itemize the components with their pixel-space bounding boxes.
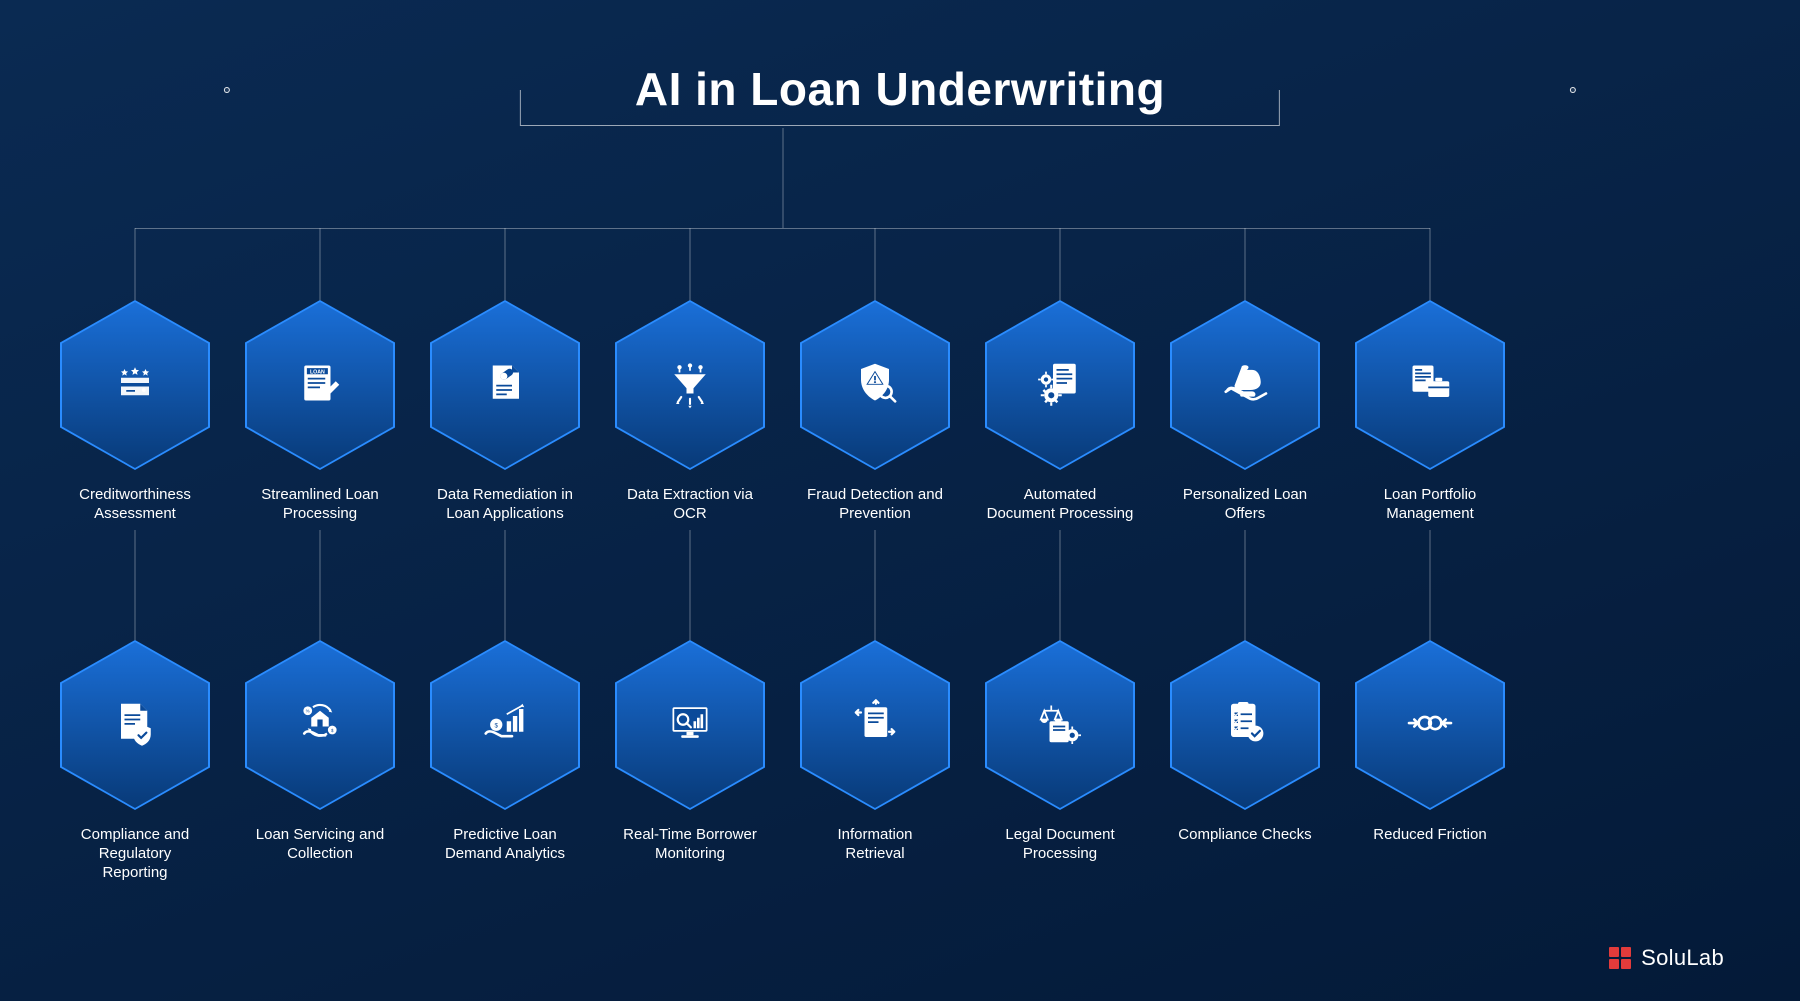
monitor-magnify-bars-icon	[662, 695, 718, 756]
row1-node-2: Data Remediation in Loan Applications	[430, 300, 580, 524]
hexagon	[985, 640, 1135, 810]
hexagon: LOAN	[245, 300, 395, 470]
connector-link-7	[1430, 530, 1431, 640]
svg-text:$: $	[495, 722, 499, 729]
briefcase-document-icon	[1402, 355, 1458, 416]
connector-link-3	[690, 530, 691, 640]
hexagon	[800, 300, 950, 470]
funnel-extract-icon	[662, 355, 718, 416]
hand-coin-chart-icon: $	[477, 695, 533, 756]
connector-link-2	[505, 530, 506, 640]
connector-trunk	[782, 128, 783, 228]
node-label: Loan Servicing and Collection	[256, 826, 384, 864]
row1-node-5: Automated Document Processing	[985, 300, 1135, 524]
node-label: Data Remediation in Loan Applications	[437, 486, 573, 524]
brand-name: SoluLab	[1641, 945, 1724, 971]
infographic-canvas: AI in Loan Underwriting Creditworthiness …	[0, 0, 1800, 1001]
connector-bus	[135, 228, 1430, 229]
row1-node-4: Fraud Detection and Prevention	[800, 300, 950, 524]
row2-node-2: $ Predictive Loan Demand Analytics	[430, 640, 580, 864]
row2-node-7: Reduced Friction	[1355, 640, 1505, 845]
hexagon	[615, 640, 765, 810]
connector-link-6	[1245, 530, 1246, 640]
row2-node-3: Real-Time Borrower Monitoring	[615, 640, 765, 864]
hand-house-cycle-icon: %$	[292, 695, 348, 756]
row2-node-0: Compliance and Regulatory Reporting	[60, 640, 210, 882]
hexagon	[615, 300, 765, 470]
node-label: Compliance Checks	[1178, 826, 1311, 845]
hexagon	[60, 640, 210, 810]
document-pill-icon	[477, 355, 533, 416]
document-gears-icon	[1032, 355, 1088, 416]
svg-text:LOAN: LOAN	[310, 369, 325, 375]
row1-node-3: Data Extraction via OCR	[615, 300, 765, 524]
node-label: Predictive Loan Demand Analytics	[445, 826, 565, 864]
node-label: Reduced Friction	[1373, 826, 1486, 845]
svg-text:%: %	[306, 708, 310, 713]
connector-drop-3	[690, 228, 691, 300]
node-label: Personalized Loan Offers	[1183, 486, 1307, 524]
row2-node-4: Information Retrieval	[800, 640, 950, 864]
node-label: Compliance and Regulatory Reporting	[81, 826, 189, 882]
row1-node-0: Creditworthiness Assessment	[60, 300, 210, 524]
node-label: Data Extraction via OCR	[627, 486, 753, 524]
node-label: Creditworthiness Assessment	[79, 486, 191, 524]
connector-link-1	[320, 530, 321, 640]
hand-money-bag-icon	[1217, 355, 1273, 416]
node-label: Loan Portfolio Management	[1384, 486, 1477, 524]
row2-node-5: Legal Document Processing	[985, 640, 1135, 864]
arrows-inward-link-icon	[1402, 695, 1458, 756]
node-label: Legal Document Processing	[1005, 826, 1114, 864]
row2-node-1: %$ Loan Servicing and Collection	[245, 640, 395, 864]
shield-alert-magnify-icon	[847, 355, 903, 416]
node-label: Information Retrieval	[837, 826, 912, 864]
title-bracket	[520, 90, 1280, 126]
hexagon	[1355, 300, 1505, 470]
hexagon: $	[430, 640, 580, 810]
connector-drop-0	[135, 228, 136, 300]
credit-card-stars-icon	[107, 355, 163, 416]
title-dot-right	[1570, 87, 1576, 93]
checklist-checkmark-icon	[1217, 695, 1273, 756]
connector-drop-4	[875, 228, 876, 300]
hexagon	[1170, 300, 1320, 470]
hexagon	[985, 300, 1135, 470]
document-arrows-icon	[847, 695, 903, 756]
scales-document-gear-icon	[1032, 695, 1088, 756]
brand-mark-icon	[1609, 947, 1631, 969]
connector-link-5	[1060, 530, 1061, 640]
connector-link-0	[135, 530, 136, 640]
title-dot-left	[224, 87, 230, 93]
node-label: Streamlined Loan Processing	[261, 486, 379, 524]
hexagon	[1355, 640, 1505, 810]
hexagon	[800, 640, 950, 810]
connector-link-4	[875, 530, 876, 640]
document-shield-icon	[107, 695, 163, 756]
loan-document-sign-icon: LOAN	[292, 355, 348, 416]
hexagon: %$	[245, 640, 395, 810]
title-block: AI in Loan Underwriting	[607, 62, 1193, 116]
hexagon	[430, 300, 580, 470]
row1-node-7: Loan Portfolio Management	[1355, 300, 1505, 524]
connector-drop-1	[320, 228, 321, 300]
connector-drop-6	[1245, 228, 1246, 300]
connector-drop-5	[1060, 228, 1061, 300]
node-label: Real-Time Borrower Monitoring	[623, 826, 757, 864]
row2-node-6: Compliance Checks	[1170, 640, 1320, 845]
hexagon	[60, 300, 210, 470]
node-label: Fraud Detection and Prevention	[807, 486, 943, 524]
connector-drop-7	[1430, 228, 1431, 300]
node-label: Automated Document Processing	[987, 486, 1134, 524]
connector-drop-2	[505, 228, 506, 300]
brand-logo: SoluLab	[1609, 945, 1724, 971]
hexagon	[1170, 640, 1320, 810]
row1-node-1: LOAN Streamlined Loan Processing	[245, 300, 395, 524]
row1-node-6: Personalized Loan Offers	[1170, 300, 1320, 524]
